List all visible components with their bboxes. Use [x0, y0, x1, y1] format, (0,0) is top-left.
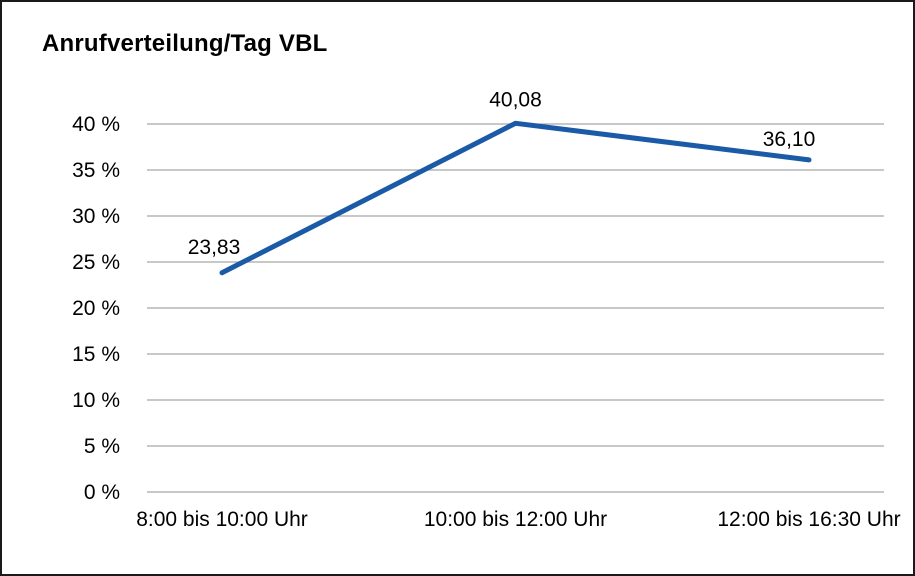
y-tick-label: 5 % — [84, 435, 120, 458]
data-value-label: 36,10 — [763, 128, 816, 151]
data-value-label: 40,08 — [489, 88, 542, 111]
y-tick-label: 15 % — [72, 343, 120, 366]
x-category-label: 10:00 bis 12:00 Uhr — [424, 508, 607, 531]
x-category-label: 8:00 bis 10:00 Uhr — [136, 508, 308, 531]
y-tick-label: 30 % — [72, 205, 120, 228]
y-tick-label: 35 % — [72, 159, 120, 182]
y-tick-label: 10 % — [72, 389, 120, 412]
y-tick-label: 40 % — [72, 113, 120, 136]
data-line — [219, 120, 812, 276]
y-tick-label: 20 % — [72, 297, 120, 320]
chart-title: Anrufverteilung/Tag VBL — [42, 30, 328, 57]
x-category-label: 12:00 bis 16:30 Uhr — [717, 508, 900, 531]
y-tick-label: 0 % — [84, 481, 120, 504]
data-value-label: 23,83 — [188, 236, 241, 259]
y-tick-label: 25 % — [72, 251, 120, 274]
